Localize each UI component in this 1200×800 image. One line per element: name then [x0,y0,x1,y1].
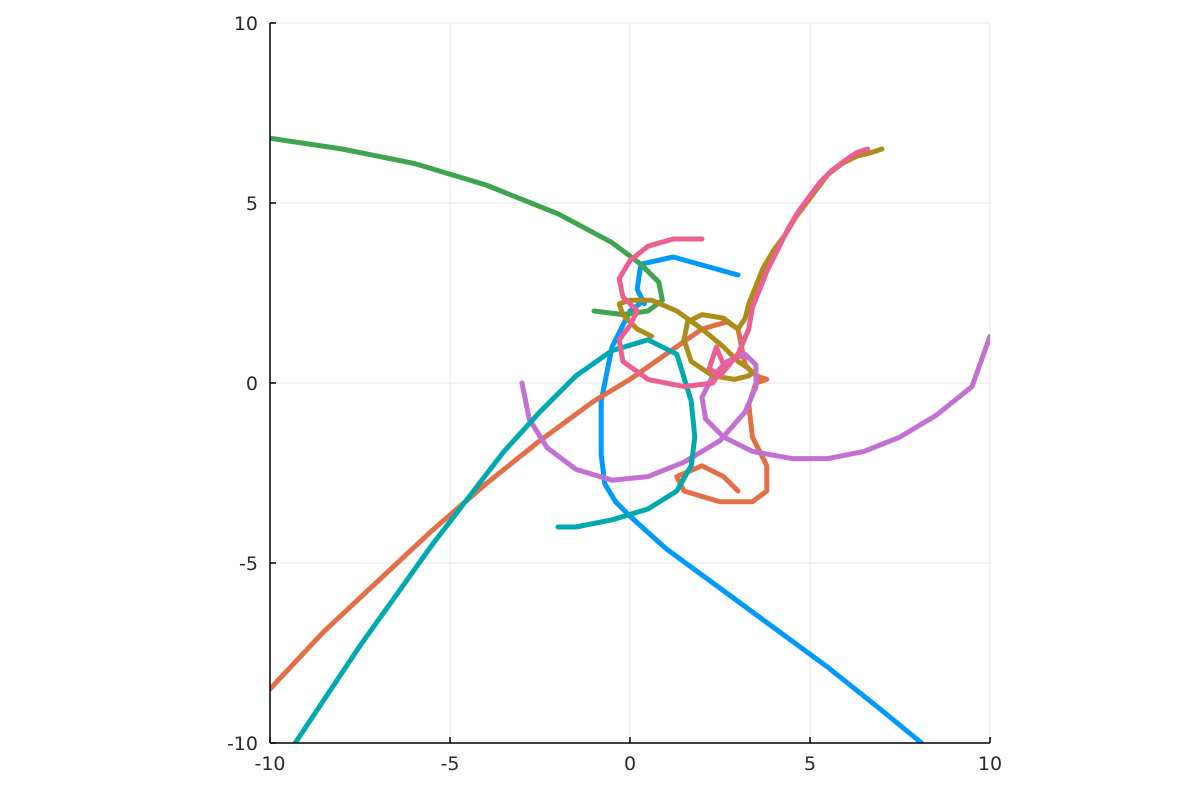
series-line-1 [598,254,925,743]
x-tick-label: -10 [254,753,285,775]
x-ticks: -10 -5 0 5 10 [254,737,1002,775]
y-tick-label: -5 [239,553,258,575]
series-line-3 [270,135,665,318]
y-tick-label: -10 [227,733,258,755]
x-tick-label: 0 [624,753,636,775]
series-line-6 [292,337,698,743]
series-group [270,135,990,743]
x-tick-label: 10 [978,753,1002,775]
x-tick-label: 5 [804,753,816,775]
y-tick-label: 5 [246,193,258,215]
series-line-4 [519,333,990,483]
series-line-7 [616,146,871,390]
y-tick-label: 0 [246,373,258,395]
y-tick-label: 10 [234,13,258,35]
y-ticks: -10 -5 0 5 10 [227,13,276,755]
x-tick-label: -5 [441,753,460,775]
